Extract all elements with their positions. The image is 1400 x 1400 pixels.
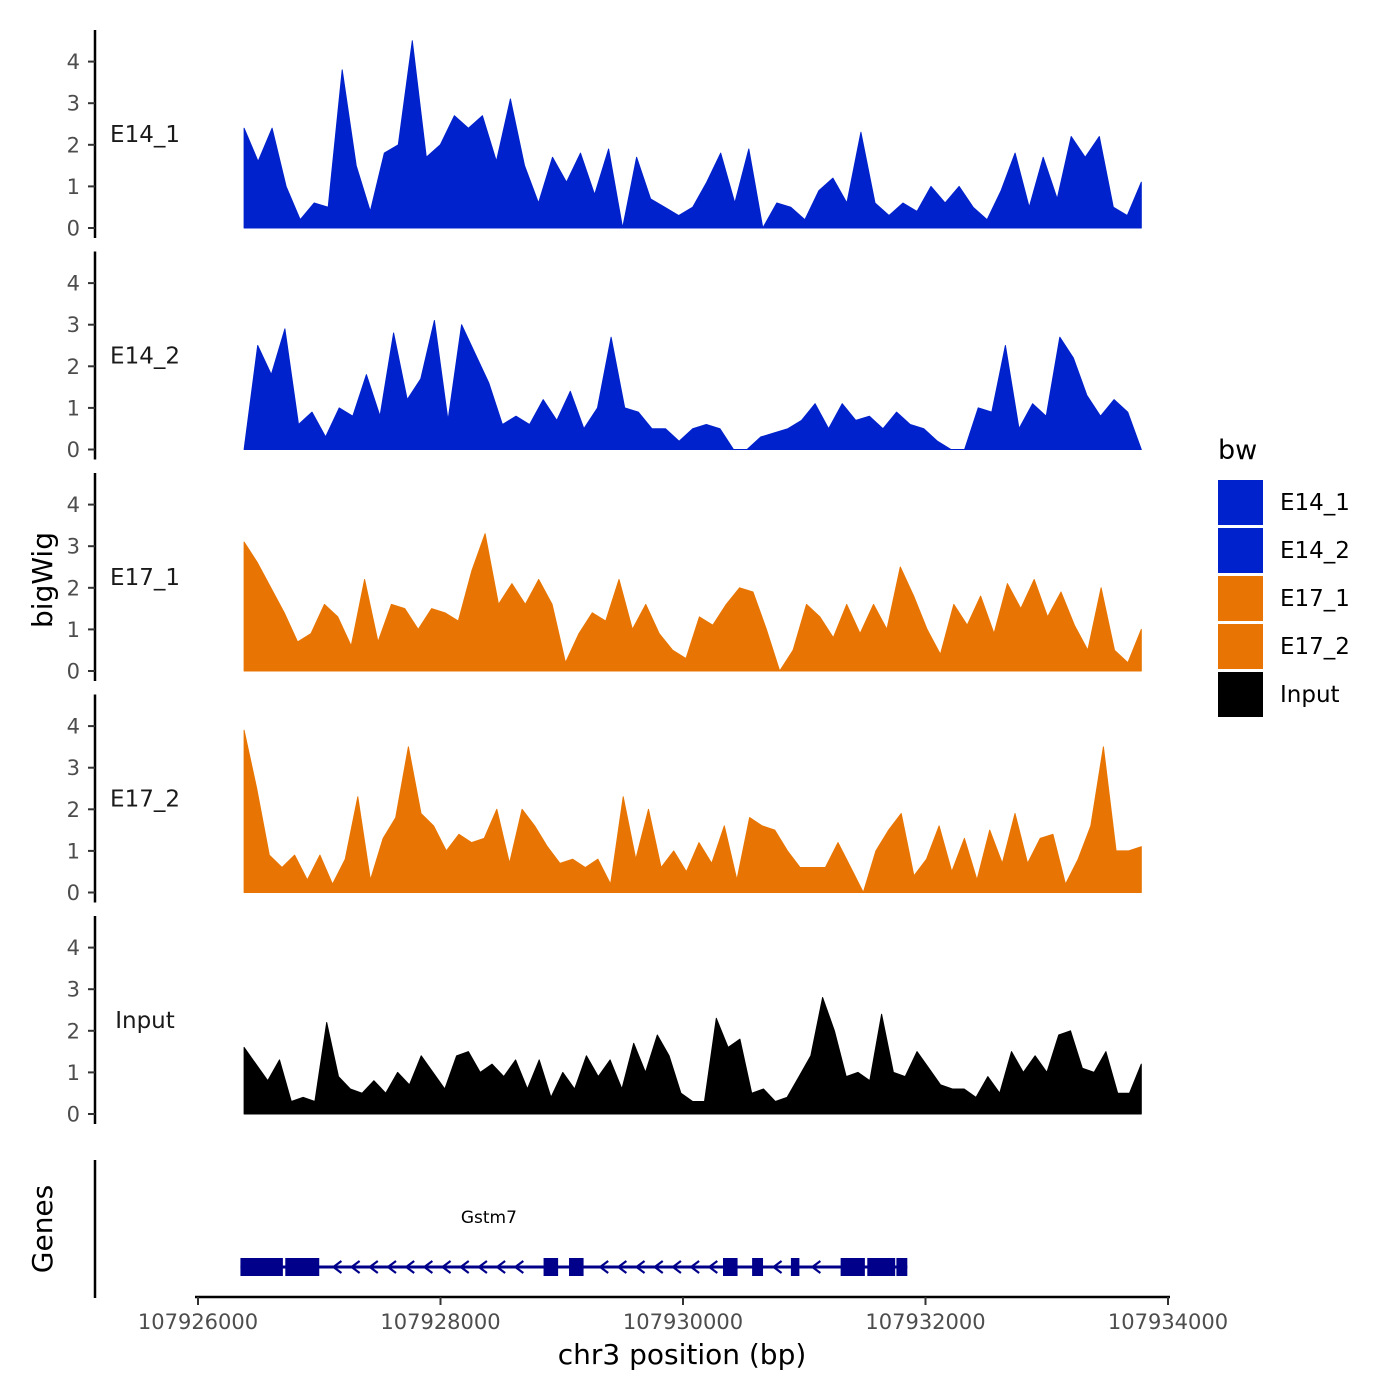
track-panels: 0 1 2 3 4 E14_1 0 1 2 3 4 E14_2 0 1 2 3 4 E17_1 0 1 2 3 4 E17_2… [67,30,1142,1127]
genes-panel-label: Genes [26,1185,59,1273]
gene-exon [543,1258,559,1276]
y-tick-label: 0 [67,217,80,241]
strand-arrow-icon [771,1260,783,1274]
y-tick-label: 3 [67,92,80,116]
legend: bw E14_1 E14_2 E17_1 E17_2 Input [1218,435,1350,717]
track-label: E17_1 [110,565,180,591]
track-panel-e17_1: 0 1 2 3 4 E17_1 [67,473,1142,684]
gene-exon [569,1258,584,1276]
track-label: Input [115,1008,175,1034]
x-tick-label: 107926000 [138,1310,258,1334]
strand-arrow-icon [513,1260,524,1274]
y-axis-title: bigWig [26,532,59,628]
legend-swatch [1218,528,1263,573]
y-tick-label: 2 [67,133,80,157]
legend-swatch [1218,672,1263,717]
y-tick-label: 1 [67,396,80,420]
y-tick-label: 3 [67,313,80,337]
strand-arrow-icon [671,1260,682,1274]
signal-area-input [243,997,1142,1115]
strand-arrow-icon [598,1260,609,1274]
gene-exon [790,1258,800,1276]
strand-arrow-icon [495,1260,506,1274]
legend-label: E17_1 [1280,586,1350,612]
legend-label: E14_2 [1280,538,1350,564]
strand-arrow-icon [331,1260,343,1274]
gene-name-label: Gstm7 [461,1208,517,1228]
legend-title: bw [1218,435,1257,466]
strand-arrow-icon [810,1260,822,1274]
strand-arrow-icon [458,1260,470,1274]
track-label: E17_2 [110,787,180,813]
strand-arrow-icon [652,1260,664,1274]
y-tick-label: 4 [67,493,80,517]
strand-arrow-icon [349,1260,361,1274]
y-tick-label: 0 [67,1103,80,1127]
genes-panel: Genes Gstm7 [26,1160,908,1298]
gene-exon [240,1258,283,1276]
y-tick-label: 1 [67,1061,80,1085]
y-tick-label: 0 [67,438,80,462]
legend-swatch [1218,480,1263,525]
x-tick-label: 107928000 [380,1310,500,1334]
gene-exon [723,1258,738,1276]
strand-arrow-icon [404,1260,415,1274]
y-tick-label: 2 [67,798,80,822]
strand-arrow-icon [689,1260,700,1274]
gene-exon [840,1258,865,1276]
legend-swatch [1218,624,1263,669]
x-tick-label: 107932000 [865,1310,985,1334]
signal-area-e14_1 [243,40,1142,229]
x-tick-label: 107930000 [623,1310,743,1334]
strand-arrow-icon [440,1260,452,1274]
track-panel-e14_1: 0 1 2 3 4 E14_1 [67,30,1142,241]
y-tick-label: 0 [67,881,80,905]
y-tick-label: 4 [67,50,80,74]
signal-area-e17_2 [243,729,1142,893]
y-tick-label: 1 [67,839,80,863]
strand-arrow-icon [386,1260,397,1274]
y-tick-label: 4 [67,272,80,296]
y-tick-label: 1 [67,175,80,199]
track-label: E14_2 [110,344,180,370]
track-panel-e17_2: 0 1 2 3 4 E17_2 [67,694,1142,905]
y-tick-label: 2 [67,355,80,379]
x-axis: 107926000 107928000 107930000 107932000 1079… [138,1295,1228,1334]
gene-exon [896,1258,908,1276]
y-tick-label: 3 [67,756,80,780]
signal-area-e17_1 [243,533,1142,672]
y-tick-label: 4 [67,715,80,739]
y-tick-label: 4 [67,936,80,960]
signal-area-e14_2 [243,320,1142,450]
track-panel-e14_2: 0 1 2 3 4 E14_2 [67,251,1142,462]
y-tick-label: 3 [67,978,80,1002]
legend-label: E14_1 [1280,490,1350,516]
strand-arrow-icon [634,1260,646,1274]
x-axis-title: chr3 position (bp) [558,1338,807,1371]
legend-label: E17_2 [1280,634,1350,660]
strand-arrow-icon [367,1260,379,1274]
y-tick-label: 1 [67,618,80,642]
gene-exon [867,1258,896,1276]
strand-arrow-icon [422,1260,434,1274]
x-tick-label: 107934000 [1108,1310,1228,1334]
legend-label: Input [1280,682,1340,708]
track-label: E14_1 [110,122,180,148]
strand-arrow-icon [477,1260,488,1274]
strand-arrow-icon [616,1260,628,1274]
y-tick-label: 2 [67,1019,80,1043]
legend-swatch [1218,576,1263,621]
gene-exon [285,1258,320,1276]
y-tick-label: 0 [67,660,80,684]
y-tick-label: 2 [67,576,80,600]
strand-arrow-icon [707,1260,718,1274]
track-panel-input: 0 1 2 3 4 Input [67,916,1142,1127]
gene-exon [752,1258,764,1276]
y-tick-label: 3 [67,535,80,559]
